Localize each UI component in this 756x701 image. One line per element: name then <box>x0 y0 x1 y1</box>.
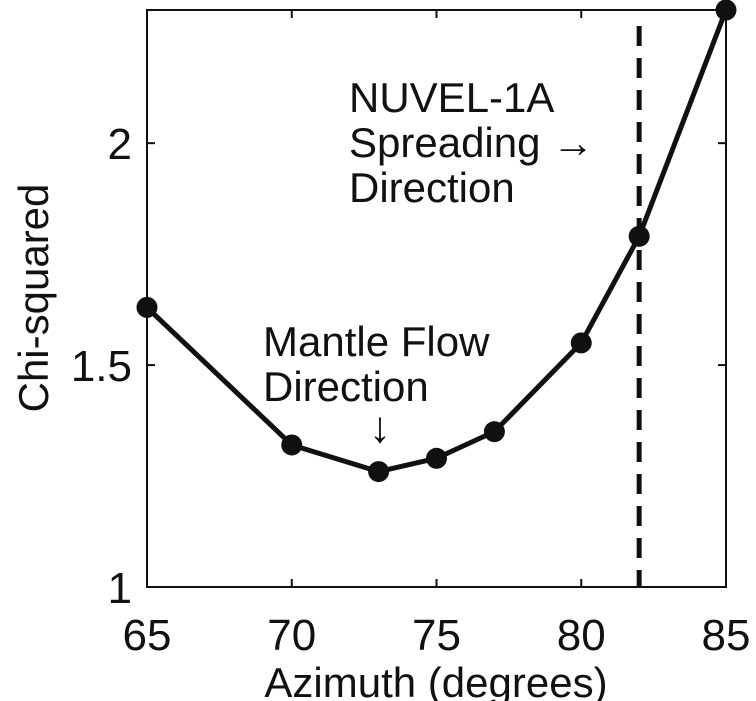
y-tick-label: 2 <box>108 120 132 169</box>
data-point-marker <box>426 447 447 469</box>
data-point-marker <box>136 296 158 318</box>
nuvel-annotation-line-3: Direction <box>349 164 515 211</box>
x-tick-label: 70 <box>267 611 316 660</box>
nuvel-annotation-line-1: NUVEL-1A <box>349 74 554 121</box>
mantle-annotation-line-1: Mantle Flow <box>263 318 490 365</box>
data-point-marker <box>368 461 390 483</box>
data-point-marker <box>715 0 737 21</box>
nuvel-annotation-line-2: Spreading → <box>349 119 594 166</box>
y-axis-label: Chi-squared <box>10 184 57 413</box>
data-point-marker <box>570 332 592 354</box>
data-point-marker <box>483 421 505 443</box>
x-tick-label: 65 <box>123 611 172 660</box>
x-tick-label: 75 <box>412 611 461 660</box>
y-tick-label: 1.5 <box>71 342 132 391</box>
mantle-flow-down-arrow: ↓ <box>369 403 391 452</box>
axes-layer: 65 70 75 80 85 1 1.5 2 Azimuth (degrees) Chi-squa… <box>10 9 751 701</box>
x-tick-label: 80 <box>557 611 606 660</box>
data-point-marker <box>628 225 650 247</box>
x-tick-label: 85 <box>702 611 751 660</box>
mantle-annotation-line-2: Direction <box>263 363 429 410</box>
x-axis-label: Azimuth (degrees) <box>264 659 607 701</box>
chi-squared-series-line <box>144 7 729 475</box>
y-tick-label: 1 <box>108 564 132 613</box>
data-point-marker <box>281 434 303 456</box>
data-layer <box>136 0 737 587</box>
